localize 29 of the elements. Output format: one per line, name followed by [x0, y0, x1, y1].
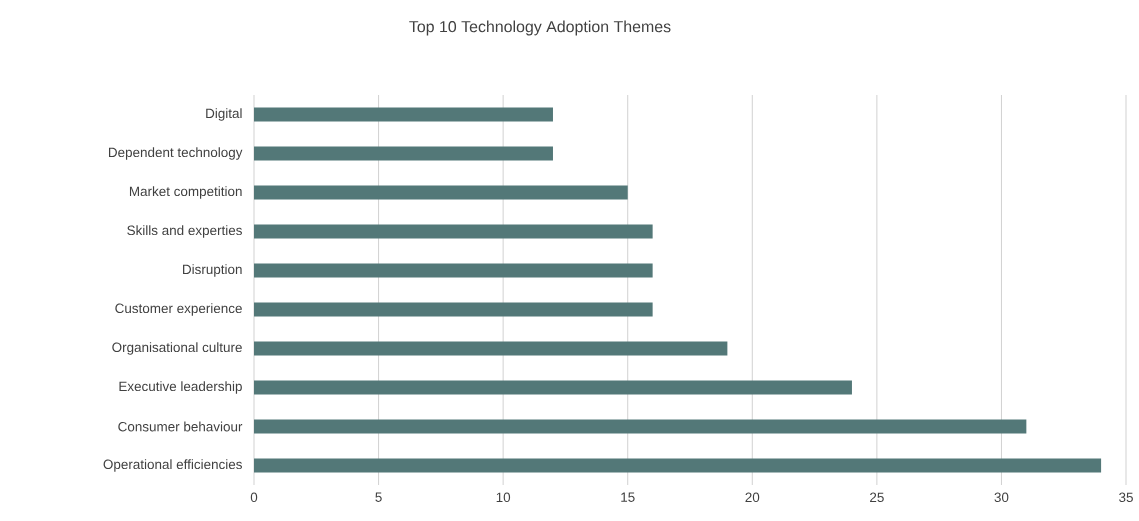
bar — [254, 263, 653, 278]
bar — [254, 146, 553, 161]
y-tick-label: Consumer behaviour — [118, 421, 243, 432]
x-tick-label: 30 — [994, 492, 1009, 503]
x-tick-label: 35 — [1119, 492, 1133, 503]
bar — [254, 185, 628, 200]
y-tick-label: Digital — [206, 108, 242, 121]
bar — [254, 224, 653, 239]
y-tick-label: Organisational culture — [112, 342, 242, 355]
bar — [254, 302, 653, 317]
y-tick-label: Executive leadership — [119, 381, 242, 394]
chart-title: Top 10 Technology Adoption Themes — [409, 20, 671, 36]
y-tick-label: Dependent technology — [108, 147, 243, 160]
bar — [254, 107, 553, 122]
bar — [254, 341, 728, 356]
x-tick-label: 25 — [870, 492, 884, 503]
y-tick-label: Customer experience — [115, 303, 242, 316]
y-tick-label: Market competition — [129, 186, 242, 199]
x-tick-label: 5 — [375, 492, 382, 502]
y-tick-label: Skills and experties — [127, 225, 242, 238]
bar — [254, 458, 1102, 473]
x-tick-label: 20 — [745, 492, 760, 503]
x-tick-label: 15 — [621, 492, 635, 502]
bar — [254, 419, 1027, 434]
x-tick-label: 0 — [250, 492, 258, 503]
y-tick-label: Operational efficiencies — [103, 459, 242, 472]
bar — [254, 380, 852, 395]
y-tick-label: Disruption — [183, 264, 242, 277]
x-tick-label: 10 — [496, 492, 511, 503]
